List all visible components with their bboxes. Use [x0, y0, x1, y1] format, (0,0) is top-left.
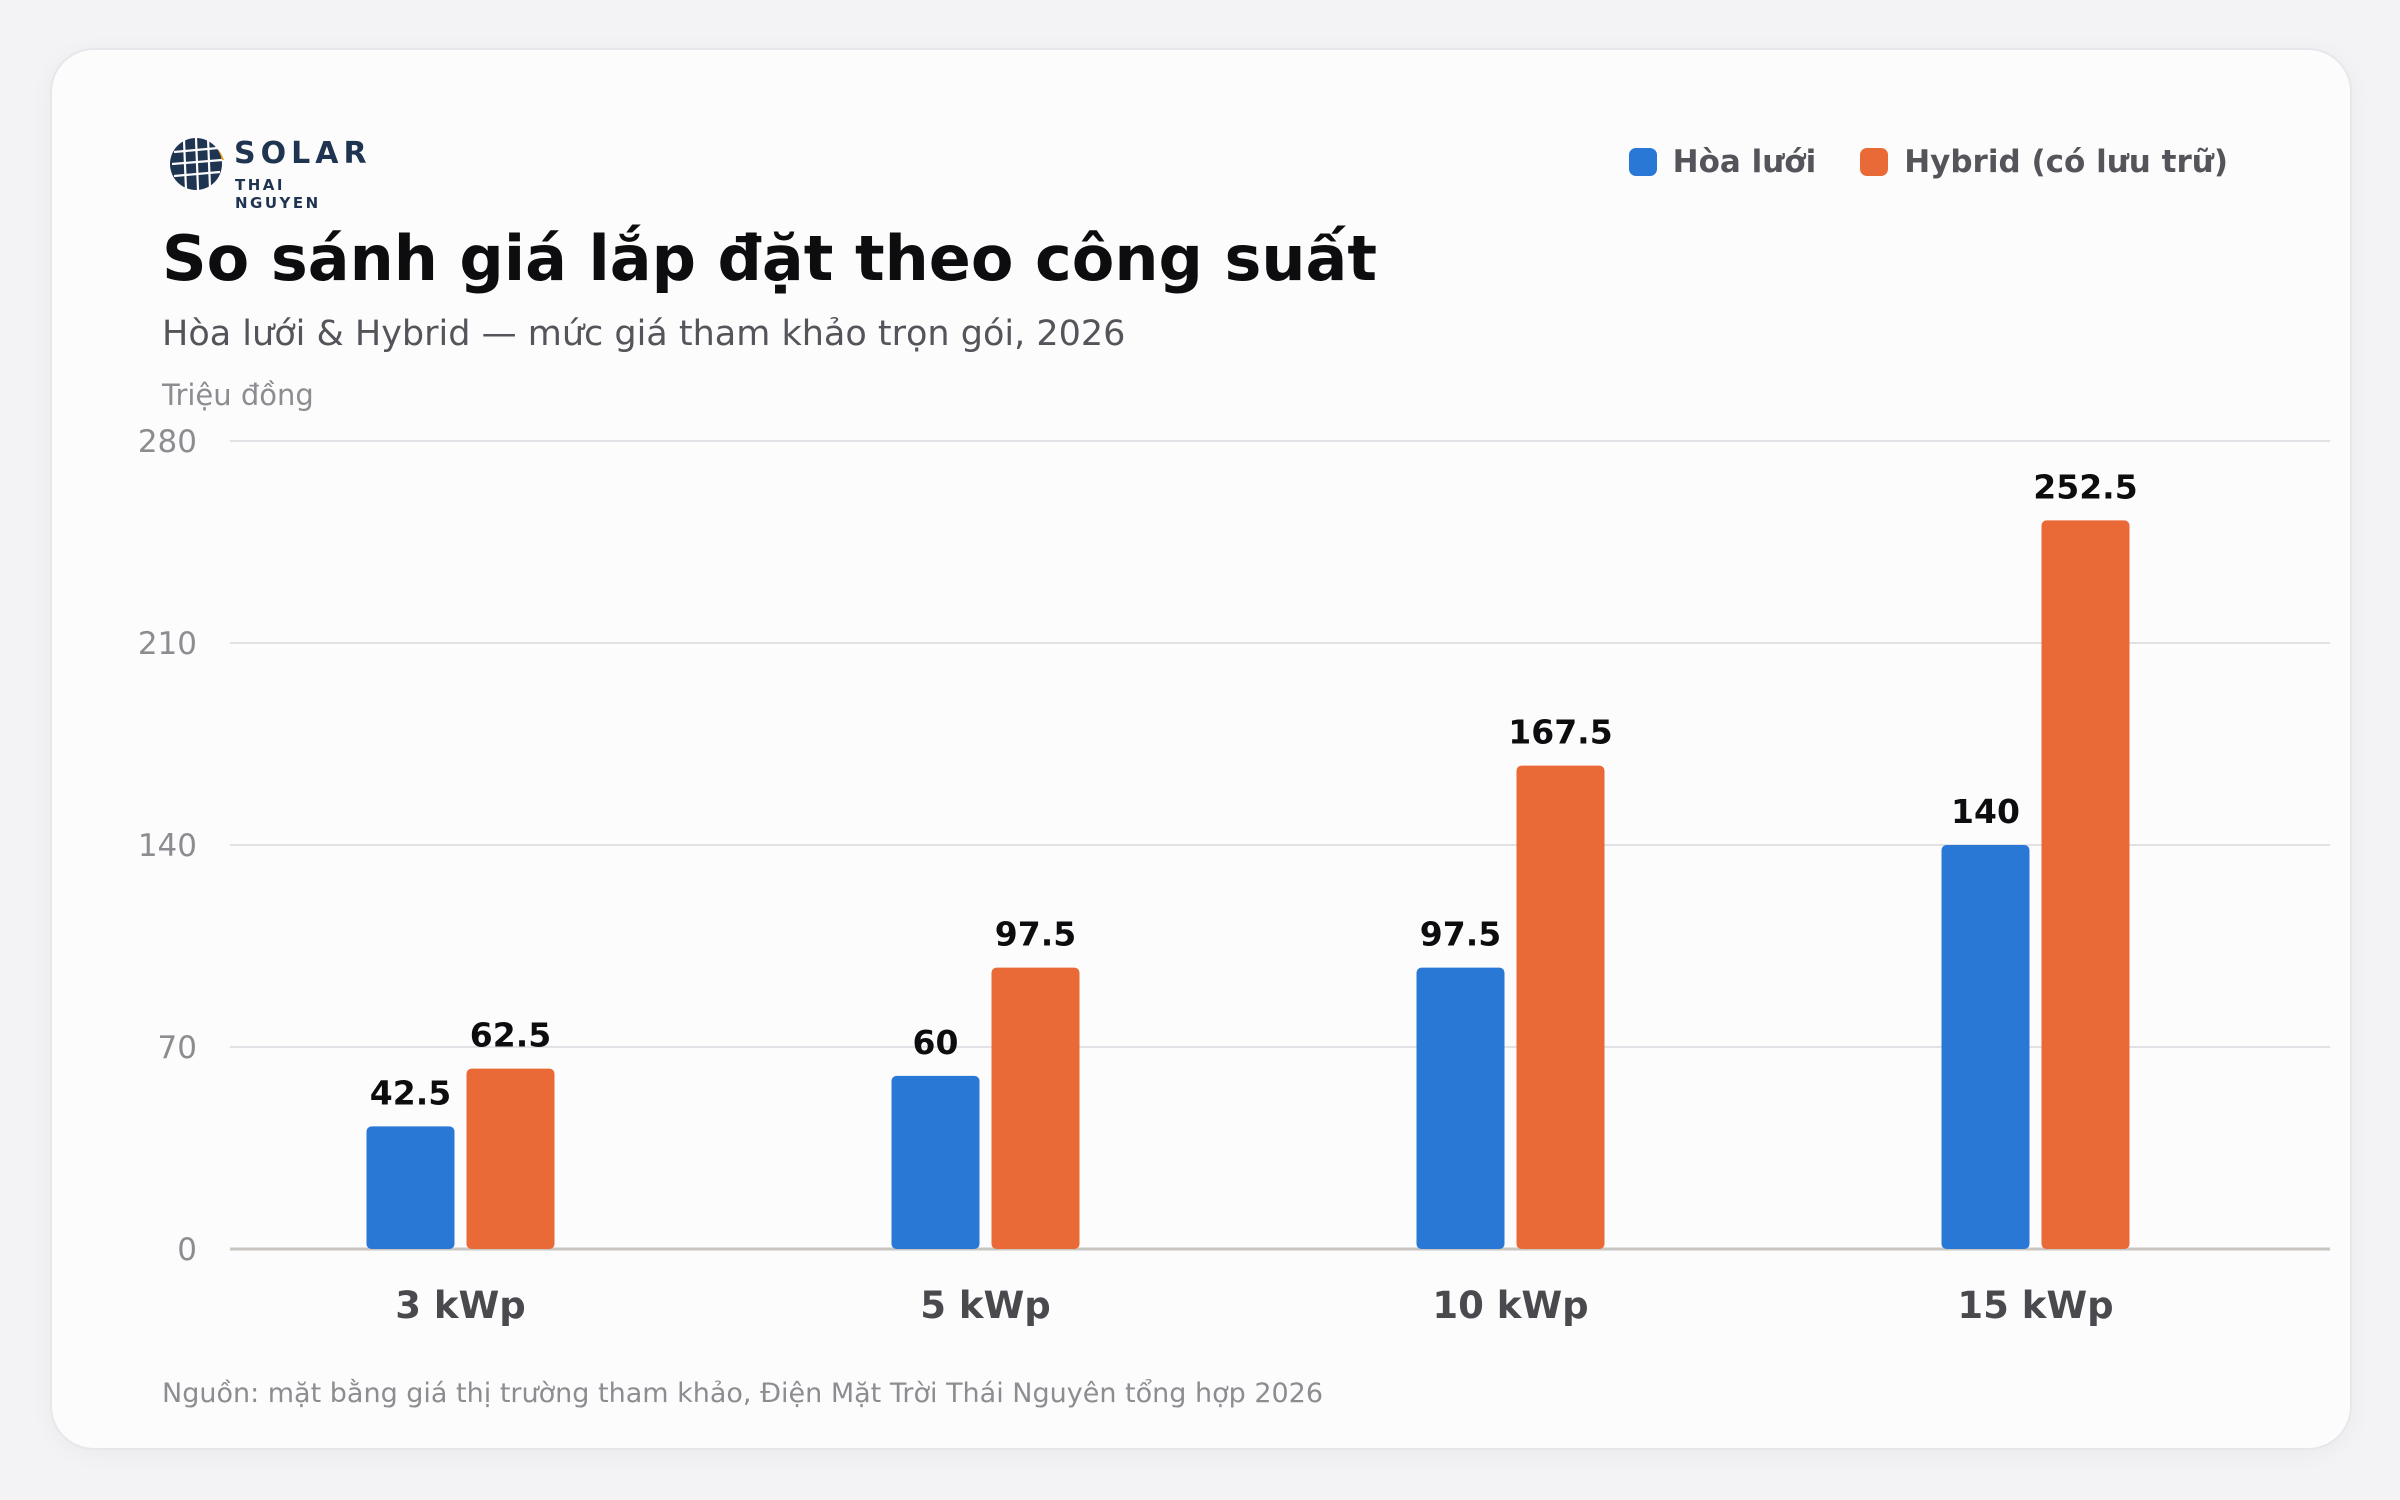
data-label: 60: [913, 1023, 959, 1062]
solar-panel-logo-icon: [170, 137, 224, 191]
brand-name: SOLAR: [234, 136, 372, 171]
legend-label-hybrid: Hybrid (có lưu trữ): [1904, 144, 2228, 180]
y-axis-label: Triệu đồng: [162, 378, 314, 412]
legend-label-grid-tied: Hòa lưới: [1672, 144, 1817, 180]
bar: [891, 1075, 980, 1249]
bar: [991, 967, 1080, 1249]
data-label: 62.5: [470, 1016, 551, 1055]
x-tick-label: 15 kWp: [1957, 1284, 2113, 1327]
y-tick-label: 140: [138, 828, 197, 864]
legend-swatch-hybrid: [1860, 148, 1889, 176]
chart-subtitle: Hòa lưới & Hybrid — mức giá tham khảo tr…: [162, 314, 1126, 354]
x-tick-label: 5 kWp: [920, 1284, 1051, 1327]
data-label: 97.5: [995, 915, 1076, 954]
y-tick-label: 280: [138, 424, 197, 460]
chart-source-note: Nguồn: mặt bằng giá thị trường tham khảo…: [162, 1378, 1324, 1409]
data-label: 42.5: [370, 1073, 451, 1112]
y-tick-label: 70: [158, 1030, 197, 1066]
data-label: 97.5: [1420, 915, 1501, 954]
bar: [2041, 520, 2130, 1249]
bar: [366, 1126, 455, 1249]
data-label: 140: [1951, 792, 2020, 831]
bar: [1516, 765, 1605, 1249]
x-tick-label: 10 kWp: [1432, 1284, 1588, 1327]
bar: [466, 1068, 555, 1249]
y-tick-label: 0: [177, 1232, 197, 1268]
data-label: 252.5: [2033, 467, 2137, 506]
legend-item-hybrid: Hybrid (có lưu trữ): [1860, 144, 2228, 180]
x-tick-label: 3 kWp: [395, 1284, 526, 1327]
bar: [1941, 845, 2030, 1249]
brand-tagline: THAI NGUYEN: [235, 176, 321, 212]
data-label: 167.5: [1508, 713, 1612, 752]
legend-item-grid-tied: Hòa lưới: [1628, 144, 1817, 180]
chart-legend: Hòa lưới Hybrid (có lưu trữ): [1628, 144, 2228, 180]
y-tick-label: 210: [138, 626, 197, 662]
brand-logo: SOLAR THAI NGUYEN: [164, 130, 374, 212]
legend-swatch-grid-tied: [1628, 148, 1657, 176]
chart-title: So sánh giá lắp đặt theo công suất: [162, 222, 1377, 295]
bar: [1416, 967, 1505, 1249]
